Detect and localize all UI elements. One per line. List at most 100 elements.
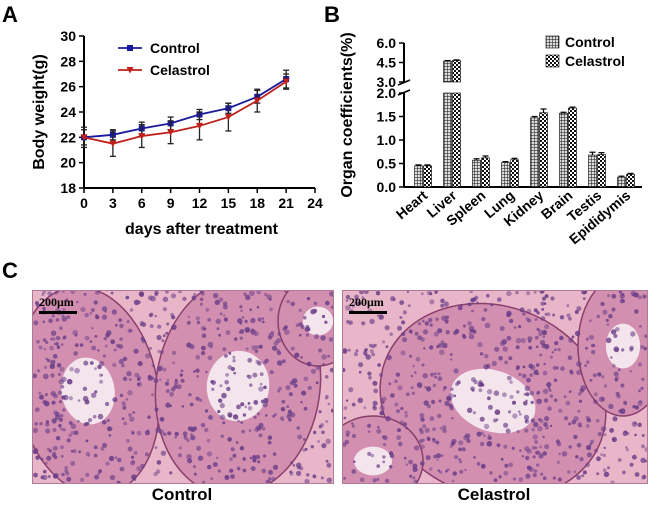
cell-nucleus [444, 400, 450, 407]
cell-nucleus [128, 378, 132, 381]
cell-nucleus [33, 427, 39, 434]
cell-nucleus [439, 470, 443, 474]
cell-nucleus [429, 372, 435, 377]
cell-nucleus [146, 429, 150, 433]
cell-nucleus [503, 444, 508, 449]
cell-nucleus [222, 301, 228, 306]
cell-nucleus [39, 394, 44, 400]
cell-nucleus [270, 330, 275, 335]
cell-nucleus [529, 373, 533, 377]
data-point-celastrol [253, 97, 261, 105]
cell-nucleus [51, 337, 56, 341]
cell-nucleus [533, 291, 537, 294]
cell-nucleus [125, 295, 130, 300]
cell-nucleus [174, 380, 179, 385]
cell-nucleus [38, 345, 43, 350]
cell-nucleus [467, 407, 473, 413]
cell-nucleus [368, 343, 373, 348]
cell-nucleus [59, 326, 63, 330]
cell-nucleus [122, 405, 127, 410]
cell-nucleus [45, 428, 51, 434]
cell-nucleus [151, 364, 155, 368]
cell-nucleus [56, 345, 61, 349]
cell-nucleus [138, 291, 145, 297]
cell-nucleus [304, 326, 310, 332]
cell-nucleus [179, 373, 183, 377]
cell-nucleus [368, 375, 372, 380]
cell-nucleus [62, 428, 66, 432]
cell-nucleus [437, 469, 441, 472]
cell-nucleus [640, 457, 646, 463]
cell-nucleus [544, 444, 550, 450]
histology-image-celastrol: 200μm [342, 290, 648, 484]
legend-marker [127, 45, 133, 51]
cell-nucleus [245, 294, 251, 301]
cell-nucleus [272, 414, 276, 418]
cell-nucleus [118, 344, 124, 349]
cell-nucleus [600, 453, 603, 456]
cell-nucleus [65, 298, 69, 302]
panel-b-label: B [324, 2, 340, 27]
cell-nucleus [414, 331, 419, 336]
x-tick-label: 0 [80, 195, 88, 211]
cell-nucleus [614, 376, 619, 381]
cell-nucleus [237, 419, 241, 423]
cell-nucleus [503, 422, 509, 428]
cell-nucleus [449, 358, 453, 361]
cell-nucleus [558, 452, 561, 456]
cell-nucleus [602, 468, 607, 473]
cell-nucleus [529, 391, 535, 396]
cell-nucleus [508, 462, 514, 468]
cell-nucleus [522, 312, 526, 316]
cell-nucleus [544, 416, 550, 422]
cell-nucleus [59, 417, 63, 422]
cell-nucleus [543, 422, 548, 427]
cell-nucleus [520, 337, 526, 344]
cell-nucleus [129, 416, 135, 422]
cell-nucleus [468, 332, 472, 335]
cell-nucleus [288, 418, 292, 422]
cell-nucleus [612, 416, 618, 422]
cell-nucleus [429, 292, 433, 296]
cell-nucleus [253, 415, 257, 419]
cell-nucleus [413, 479, 418, 483]
cell-nucleus [197, 455, 204, 461]
data-point-celastrol [167, 129, 175, 136]
cell-nucleus [91, 345, 97, 351]
cell-nucleus [401, 332, 406, 336]
cell-nucleus [56, 363, 62, 368]
cell-nucleus [119, 466, 125, 472]
cell-nucleus [156, 334, 162, 341]
cell-nucleus [170, 293, 177, 299]
cell-nucleus [525, 455, 530, 461]
cell-nucleus [207, 355, 213, 361]
cell-nucleus [522, 365, 526, 369]
cell-nucleus [50, 330, 57, 336]
cell-nucleus [413, 445, 420, 451]
data-point-celastrol [196, 122, 203, 130]
cell-nucleus [199, 297, 204, 302]
cell-nucleus [256, 305, 260, 309]
cell-nucleus [546, 312, 551, 317]
cell-nucleus [552, 365, 558, 371]
cell-nucleus [100, 374, 104, 377]
cell-nucleus [149, 346, 152, 350]
cell-nucleus [262, 454, 267, 458]
cell-nucleus [162, 367, 167, 372]
cell-nucleus [178, 446, 182, 450]
scale-bar-label: 200μm [39, 295, 74, 309]
cell-nucleus [261, 426, 266, 431]
cell-nucleus [540, 316, 546, 321]
cell-nucleus [378, 314, 384, 320]
cell-nucleus [83, 292, 87, 296]
cell-nucleus [63, 335, 67, 339]
cell-nucleus [509, 395, 514, 399]
cell-nucleus [607, 466, 610, 470]
cell-nucleus [480, 431, 484, 435]
cell-nucleus [288, 392, 293, 397]
cell-nucleus [121, 363, 125, 368]
cell-nucleus [134, 372, 140, 378]
cell-nucleus [439, 426, 443, 430]
cell-nucleus [224, 354, 228, 358]
bar-celastrol-lung [510, 159, 519, 188]
